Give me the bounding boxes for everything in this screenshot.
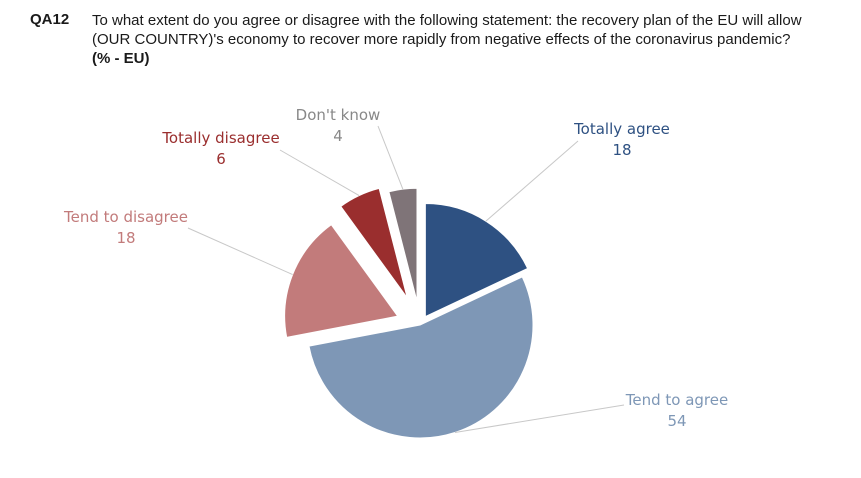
slice-value: 6	[216, 150, 226, 168]
slice-value: 18	[116, 229, 135, 247]
pie-slice-totally-agree	[424, 203, 529, 318]
leader-line	[377, 125, 404, 190]
question-code: QA12	[30, 11, 70, 28]
slice-label: Don't know	[296, 106, 381, 124]
leader-lines	[187, 125, 625, 433]
slice-value: 18	[612, 141, 631, 159]
slice-label: Tend to disagree	[63, 208, 188, 226]
slice-labels: Totally agree 18 Tend to agree 54 Tend to di…	[63, 106, 728, 430]
leader-line	[187, 227, 293, 276]
pie-slices	[284, 187, 534, 439]
leader-line	[485, 140, 579, 222]
leader-line	[279, 149, 360, 197]
pie-slice-tend-to-disagree	[284, 224, 399, 338]
leader-line	[454, 404, 625, 433]
pie-slice-totally-disagree	[340, 187, 408, 299]
question-statement: To what extent do you agree or disagree …	[92, 12, 802, 48]
slice-value: 4	[333, 127, 343, 145]
question-text: To what extent do you agree or disagree …	[92, 11, 832, 68]
slice-value: 54	[667, 412, 686, 430]
question-unit: (% - EU)	[92, 50, 150, 67]
slice-label: Tend to agree	[625, 391, 728, 409]
slice-label: Totally disagree	[161, 129, 279, 147]
slice-label: Totally agree	[573, 120, 670, 138]
